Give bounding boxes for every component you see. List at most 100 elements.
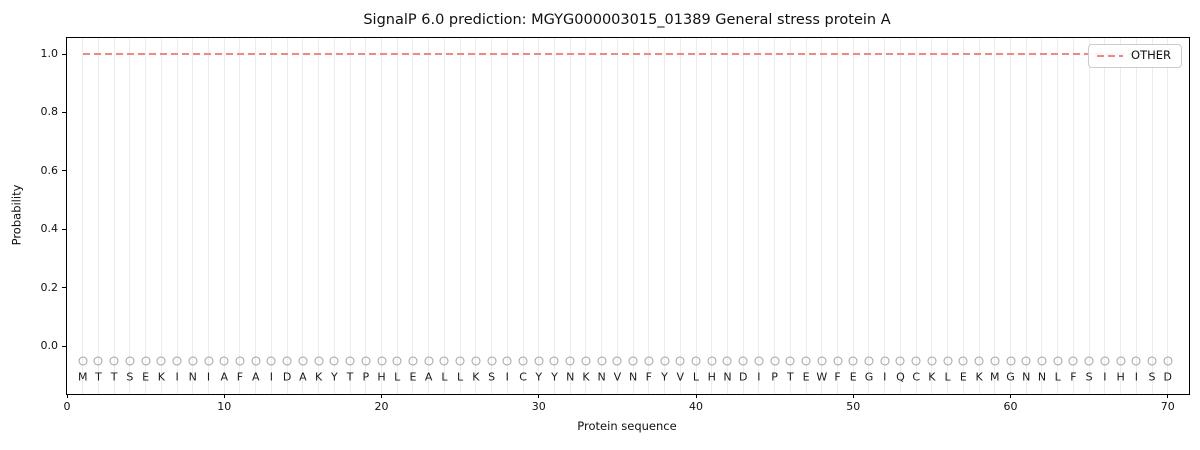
gridline bbox=[884, 38, 886, 394]
y-tick bbox=[62, 170, 66, 172]
gridline bbox=[569, 38, 571, 394]
gridline bbox=[947, 38, 949, 394]
residue-letter: L bbox=[394, 370, 401, 384]
y-tick bbox=[62, 111, 66, 113]
gridline bbox=[506, 38, 508, 394]
residue-letter: I bbox=[1134, 370, 1138, 384]
residue-letter: K bbox=[975, 370, 983, 384]
gridline bbox=[1088, 38, 1090, 394]
gridline bbox=[491, 38, 493, 394]
x-tick-label: 50 bbox=[846, 400, 861, 413]
gridline bbox=[648, 38, 650, 394]
x-tick bbox=[852, 394, 854, 398]
residue-marker-circle bbox=[1037, 356, 1047, 366]
residue-letter: D bbox=[282, 370, 292, 384]
residue-letter: E bbox=[802, 370, 810, 384]
residue-letter: T bbox=[95, 370, 102, 384]
residue-marker-circle bbox=[770, 356, 780, 366]
y-tick bbox=[62, 287, 66, 289]
gridline bbox=[1104, 38, 1106, 394]
gridline bbox=[318, 38, 320, 394]
residue-marker-circle bbox=[833, 356, 843, 366]
residue-letter: P bbox=[771, 370, 778, 384]
gridline bbox=[1057, 38, 1059, 394]
residue-letter: E bbox=[409, 370, 417, 384]
residue-letter: N bbox=[566, 370, 575, 384]
residue-marker-circle bbox=[251, 356, 261, 366]
residue-letter: Y bbox=[661, 370, 668, 384]
gridline bbox=[459, 38, 461, 394]
residue-letter: L bbox=[457, 370, 464, 384]
residue-marker-circle bbox=[487, 356, 497, 366]
residue-marker-circle bbox=[549, 356, 559, 366]
residue-marker-circle bbox=[1021, 356, 1031, 366]
residue-marker-circle bbox=[628, 356, 638, 366]
residue-letter: N bbox=[597, 370, 606, 384]
gridline bbox=[931, 38, 933, 394]
x-tick-label: 10 bbox=[217, 400, 232, 413]
residue-marker-circle bbox=[361, 356, 371, 366]
residue-marker-circle bbox=[534, 356, 544, 366]
legend-other-line-icon bbox=[1097, 54, 1124, 57]
y-axis-label: Probability bbox=[9, 184, 24, 246]
residue-marker-circle bbox=[565, 356, 575, 366]
residue-letter: Q bbox=[896, 370, 905, 384]
gridline bbox=[412, 38, 414, 394]
residue-marker-circle bbox=[612, 356, 622, 366]
residue-letter: A bbox=[220, 370, 229, 384]
gridline bbox=[585, 38, 587, 394]
gridline bbox=[129, 38, 131, 394]
residue-letter: L bbox=[692, 370, 700, 384]
gridline bbox=[962, 38, 964, 394]
residue-marker-circle bbox=[266, 356, 276, 366]
gridline bbox=[239, 38, 241, 394]
residue-marker-circle bbox=[518, 356, 528, 366]
residue-letter: H bbox=[377, 370, 386, 384]
residue-letter: C bbox=[912, 370, 920, 384]
residue-marker-circle bbox=[707, 356, 717, 366]
x-tick-label: 60 bbox=[1003, 400, 1018, 413]
gridline bbox=[176, 38, 178, 394]
residue-marker-circle bbox=[895, 356, 905, 366]
y-tick bbox=[62, 53, 66, 55]
residue-marker-circle bbox=[188, 356, 198, 366]
residue-marker-circle bbox=[471, 356, 481, 366]
residue-marker-circle bbox=[219, 356, 229, 366]
gridline bbox=[286, 38, 288, 394]
residue-marker-circle bbox=[911, 356, 921, 366]
residue-marker-circle bbox=[439, 356, 449, 366]
residue-letter: C bbox=[519, 370, 527, 384]
residue-marker-circle bbox=[282, 356, 292, 366]
gridline bbox=[270, 38, 272, 394]
residue-marker-circle bbox=[1163, 356, 1173, 366]
residue-letter: L bbox=[944, 370, 951, 384]
gridline bbox=[113, 38, 115, 394]
gridline bbox=[978, 38, 980, 394]
residue-marker-circle bbox=[644, 356, 654, 366]
residue-letter: L bbox=[441, 370, 448, 384]
residue-letter: N bbox=[723, 370, 732, 384]
residue-marker-circle bbox=[958, 356, 968, 366]
residue-letter: I bbox=[1103, 370, 1107, 384]
residue-letter: S bbox=[1085, 370, 1093, 384]
residue-letter: H bbox=[1116, 370, 1125, 384]
y-tick bbox=[62, 345, 66, 347]
gridline bbox=[852, 38, 854, 394]
gridline bbox=[632, 38, 634, 394]
residue-marker-circle bbox=[172, 356, 182, 366]
residue-marker-circle bbox=[156, 356, 166, 366]
x-tick-label: 0 bbox=[63, 400, 71, 413]
residue-marker-circle bbox=[675, 356, 685, 366]
gridline bbox=[1010, 38, 1012, 394]
other-probability-line bbox=[82, 53, 1168, 56]
residue-marker-circle bbox=[660, 356, 670, 366]
residue-letter: E bbox=[959, 370, 967, 384]
residue-letter: Y bbox=[551, 370, 558, 384]
residue-marker-circle bbox=[927, 356, 937, 366]
gridline bbox=[255, 38, 257, 394]
residue-letter: E bbox=[142, 370, 150, 384]
residue-marker-circle bbox=[235, 356, 245, 366]
residue-letter: N bbox=[188, 370, 197, 384]
gridline bbox=[679, 38, 681, 394]
residue-letter: K bbox=[472, 370, 480, 384]
